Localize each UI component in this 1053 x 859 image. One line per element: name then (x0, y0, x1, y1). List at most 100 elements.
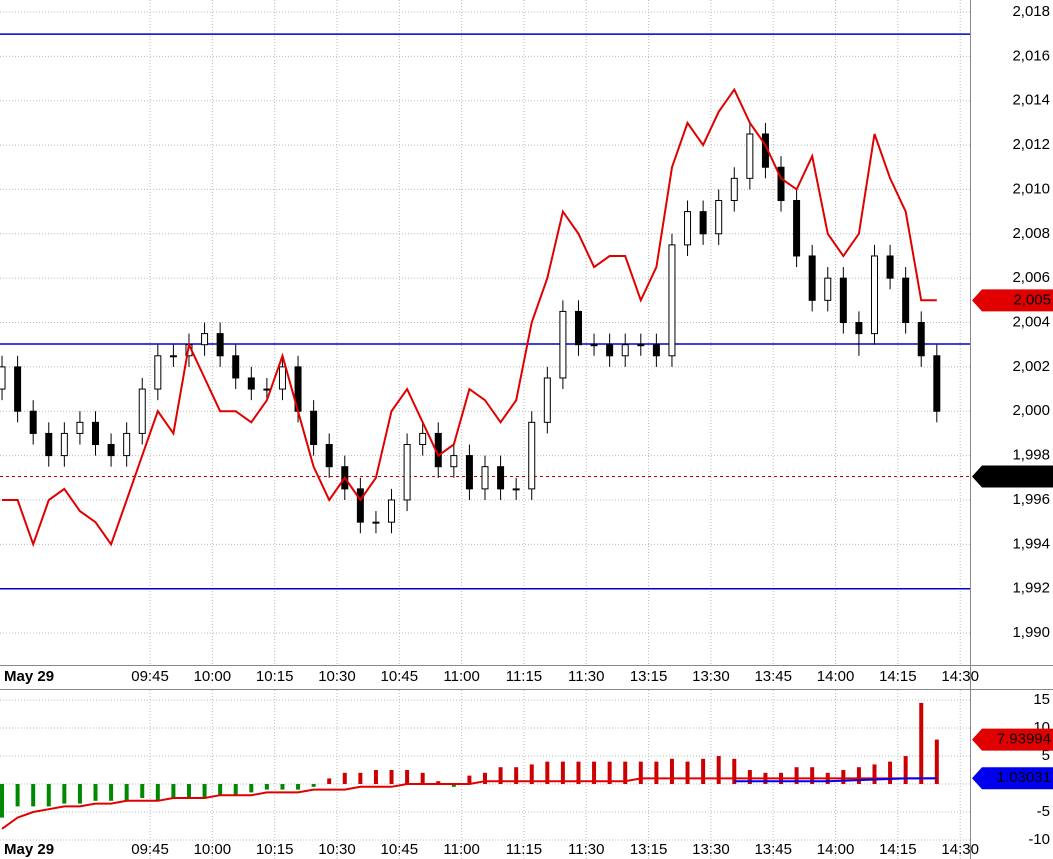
bar (903, 756, 908, 785)
x-tick-label: 14:30 (941, 841, 979, 858)
y-tick-label: 1,996 (1012, 491, 1050, 508)
candle-body (356, 488, 364, 523)
candle-body (403, 444, 411, 501)
y-tick-label: 2,008 (1012, 225, 1050, 242)
x-tick-label: 10:30 (318, 841, 356, 858)
x-tick-label: 14:15 (879, 841, 917, 858)
y-tick-label: 2,018 (1012, 3, 1050, 20)
candle-body (232, 355, 240, 379)
candle-body (154, 355, 162, 390)
bar (264, 784, 269, 790)
candle-body (60, 432, 68, 457)
bar (93, 784, 98, 801)
candle-body (824, 277, 832, 301)
candle-body (465, 455, 473, 490)
bar (405, 770, 410, 785)
candle-body (855, 322, 863, 335)
candle-body (652, 344, 660, 357)
bar (810, 767, 815, 785)
bar (856, 767, 861, 785)
bar (109, 784, 114, 801)
candle-body (76, 421, 84, 434)
candle-body (419, 432, 427, 446)
bar (483, 772, 487, 785)
x-tick-label: 13:30 (692, 668, 730, 685)
bar (560, 761, 565, 785)
x-tick-label: 10:00 (194, 841, 232, 858)
price-tag (972, 767, 1053, 790)
bar (342, 772, 347, 785)
candle-body (0, 366, 6, 390)
bar (607, 761, 612, 785)
candle-body (715, 200, 723, 235)
bar (638, 761, 643, 785)
price-tag-label: 2,005 (1013, 291, 1051, 308)
candle-body (29, 410, 37, 434)
bar (46, 784, 51, 807)
bar (0, 784, 5, 818)
candle-body (388, 499, 396, 523)
x-tick-label: 10:45 (381, 841, 419, 858)
y-tick-label: 5 (1042, 747, 1050, 764)
bar (732, 758, 737, 785)
bar (311, 784, 316, 787)
price-tag (972, 728, 1053, 751)
price-tag (972, 289, 1053, 312)
bar (669, 758, 674, 785)
x-tick-label: 14:15 (879, 668, 917, 685)
x-tick-label: 11:15 (506, 841, 542, 858)
bar (888, 761, 893, 785)
candle-body (543, 377, 551, 423)
candle-body (278, 366, 286, 390)
date-label: May 29 (4, 841, 54, 858)
bar (498, 767, 503, 785)
candle-body (839, 277, 847, 324)
line-series (2, 87, 937, 548)
x-tick-label: 14:00 (817, 841, 855, 858)
bar (373, 770, 378, 785)
x-tick-label: 13:45 (754, 841, 792, 858)
y-tick-label: 1,998 (1012, 447, 1050, 464)
x-tick-label: 11:30 (568, 841, 604, 858)
bar (747, 770, 752, 785)
y-tick-label: 2,006 (1012, 269, 1050, 286)
y-tick-label: 1,992 (1012, 580, 1050, 597)
x-tick-label: 11:00 (443, 668, 479, 685)
candle-body (808, 255, 816, 301)
y-tick-label: 2,012 (1012, 136, 1050, 153)
bar (701, 758, 706, 785)
y-tick-label: 2,014 (1012, 92, 1050, 109)
bar (420, 772, 425, 785)
bar (716, 756, 721, 785)
candle-body (528, 421, 536, 490)
candle-body (107, 444, 115, 457)
candle-body (247, 377, 255, 390)
bar (327, 778, 332, 785)
candle-body (606, 344, 614, 357)
y-tick-label: 2,004 (1012, 313, 1050, 330)
bar (155, 784, 160, 801)
bar (233, 784, 238, 796)
bar (15, 784, 20, 807)
bar (592, 761, 597, 785)
bar (685, 761, 690, 785)
bar (576, 761, 581, 785)
candle-body (668, 244, 676, 357)
y-tick-label: 2,002 (1012, 358, 1050, 375)
bar (654, 761, 659, 785)
bar (249, 784, 254, 793)
candle-body (325, 444, 333, 468)
x-tick-label: 13:45 (754, 668, 792, 685)
candle-body (933, 355, 941, 412)
x-tick-label: 09:45 (131, 841, 169, 858)
y-tick-label: 1,994 (1012, 535, 1050, 552)
y-tick-label: 2,016 (1012, 47, 1050, 64)
bar (186, 784, 191, 799)
price-tag-label: 1.03031 (997, 769, 1051, 786)
x-tick-label: 14:00 (817, 668, 855, 685)
bar (171, 784, 176, 799)
candle-body (746, 133, 754, 179)
candle-body (870, 255, 878, 335)
